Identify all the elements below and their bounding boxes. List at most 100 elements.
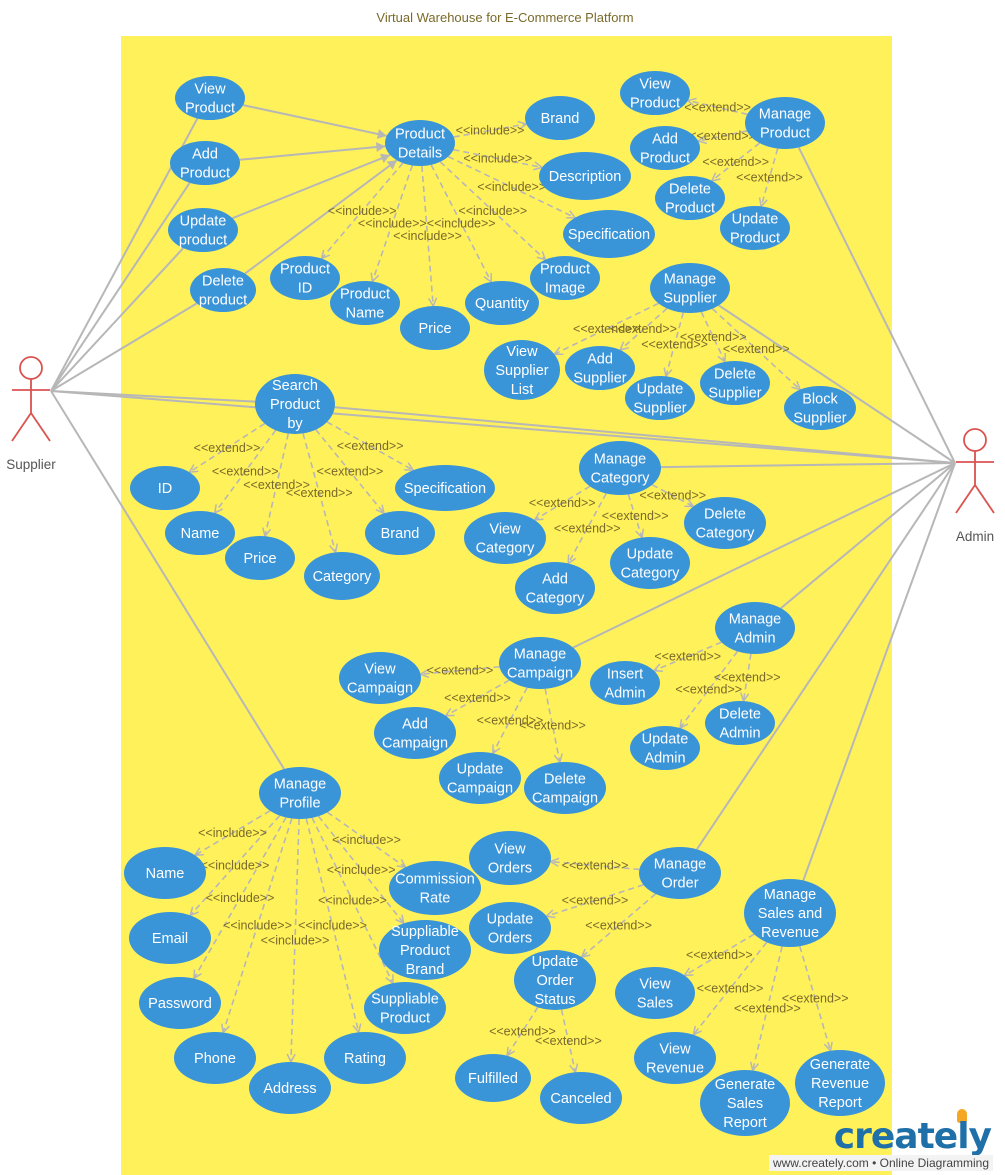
use-case-fulfilled[interactable]: Fulfilled <box>455 1054 531 1102</box>
use-case-manage-category[interactable]: Manage Category <box>579 441 661 495</box>
use-case-p-email[interactable]: Email <box>129 912 211 964</box>
use-case-label: Delete product <box>199 274 247 309</box>
relationship-arrow <box>698 130 748 141</box>
creately-url[interactable]: www.creately.com • Online Diagramming <box>768 1155 993 1171</box>
use-case-manage-profile[interactable]: Manage Profile <box>259 767 341 819</box>
relationship-label: <<include>> <box>298 919 367 933</box>
use-case-delete-admin[interactable]: Delete Admin <box>705 701 775 745</box>
use-case-update-order-status[interactable]: Update Order Status <box>514 950 596 1010</box>
use-case-a-delete-product[interactable]: Delete Product <box>655 176 725 220</box>
relationship-label: <<extend>> <box>734 1001 801 1015</box>
use-case-view-supplier-list[interactable]: View Supplier List <box>484 340 560 400</box>
use-case-product-image[interactable]: Product Image <box>530 256 600 300</box>
use-case-s-specification[interactable]: Specification <box>395 465 495 511</box>
use-case-product-id[interactable]: Product ID <box>270 256 340 300</box>
relationship-arrow <box>194 817 287 978</box>
use-case-view-product[interactable]: View Product <box>175 76 245 120</box>
use-case-quantity[interactable]: Quantity <box>465 281 539 325</box>
actor-supplier[interactable]: Supplier <box>6 356 56 472</box>
use-case-update-supplier[interactable]: Update Supplier <box>625 376 695 420</box>
use-case-label: ID <box>158 481 173 497</box>
use-case-supp-brand[interactable]: Suppliable Product Brand <box>379 920 471 980</box>
use-case-view-category[interactable]: View Category <box>464 512 546 564</box>
use-case-canceled[interactable]: Canceled <box>540 1072 622 1124</box>
use-case-shape <box>700 1070 790 1136</box>
use-case-shape <box>565 346 635 390</box>
use-case-p-rating[interactable]: Rating <box>324 1032 406 1084</box>
use-case-manage-campaign[interactable]: Manage Campaign <box>499 637 581 689</box>
use-case-manage-admin[interactable]: Manage Admin <box>715 602 795 654</box>
relationship-label: <<extend>> <box>562 859 629 873</box>
relationship-arrow <box>568 493 607 563</box>
use-case-brand[interactable]: Brand <box>525 96 595 140</box>
actor-admin[interactable]: Admin <box>955 428 995 544</box>
use-case-update-campaign[interactable]: Update Campaign <box>439 752 521 804</box>
relationship-label: <<include>> <box>318 894 387 908</box>
use-case-s-name[interactable]: Name <box>165 511 235 555</box>
use-case-insert-admin[interactable]: Insert Admin <box>590 661 660 705</box>
use-case-specification[interactable]: Specification <box>563 210 655 258</box>
use-case-manage-order[interactable]: Manage Order <box>639 847 721 899</box>
use-case-manage-product[interactable]: Manage Product <box>745 97 825 149</box>
relationship-arrow <box>190 815 281 916</box>
use-case-label: Password <box>148 996 212 1012</box>
use-case-add-campaign[interactable]: Add Campaign <box>374 707 456 759</box>
use-case-add-supplier[interactable]: Add Supplier <box>565 346 635 390</box>
relationship-label: <<extend>> <box>610 322 677 336</box>
use-case-view-orders[interactable]: View Orders <box>469 831 551 885</box>
use-case-p-name[interactable]: Name <box>124 847 206 899</box>
use-case-manage-supplier[interactable]: Manage Supplier <box>650 263 730 313</box>
use-case-p-password[interactable]: Password <box>139 977 221 1029</box>
use-case-product-name[interactable]: Product Name <box>330 281 400 325</box>
use-case-a-view-product[interactable]: View Product <box>620 71 690 115</box>
use-case-description[interactable]: Description <box>539 152 631 200</box>
relationship-label: <<extend>> <box>675 683 742 697</box>
use-case-s-id[interactable]: ID <box>130 466 200 510</box>
use-case-price[interactable]: Price <box>400 306 470 350</box>
use-case-update-category[interactable]: Update Category <box>610 537 690 589</box>
use-case-delete-supplier[interactable]: Delete Supplier <box>700 361 770 405</box>
use-case-block-supplier[interactable]: Block Supplier <box>784 386 856 430</box>
relationship-label: <<extend>> <box>686 948 753 962</box>
use-case-a-update-product[interactable]: Update Product <box>720 206 790 250</box>
use-case-view-revenue[interactable]: View Revenue <box>634 1032 716 1084</box>
use-case-view-campaign[interactable]: View Campaign <box>339 652 421 704</box>
use-case-update-product-s[interactable]: Update product <box>168 208 238 252</box>
use-case-delete-category[interactable]: Delete Category <box>684 497 766 549</box>
use-case-supp-product[interactable]: Suppliable Product <box>364 982 446 1034</box>
relationship-arrow <box>195 810 271 855</box>
use-case-shape <box>625 376 695 420</box>
use-case-update-admin[interactable]: Update Admin <box>630 726 700 770</box>
relationship-label: <<extend>> <box>554 521 621 535</box>
relationship-label: <<include>> <box>201 859 270 873</box>
relationship-label: <<include>> <box>393 229 462 243</box>
use-case-shape <box>610 537 690 589</box>
use-case-delete-campaign[interactable]: Delete Campaign <box>524 762 606 814</box>
association-line <box>660 462 956 469</box>
use-case-manage-sales[interactable]: Manage Sales and Revenue <box>744 879 836 947</box>
use-case-s-price[interactable]: Price <box>225 536 295 580</box>
use-case-s-category[interactable]: Category <box>304 552 380 600</box>
use-case-add-category[interactable]: Add Category <box>515 562 595 614</box>
use-case-p-address[interactable]: Address <box>249 1062 331 1114</box>
use-case-product-details[interactable]: Product Details <box>385 120 455 166</box>
use-case-shape <box>175 76 245 120</box>
use-case-search-product[interactable]: Search Product by <box>255 374 335 434</box>
relationship-label: <<include>> <box>332 833 401 847</box>
use-case-shape <box>720 206 790 250</box>
use-case-p-phone[interactable]: Phone <box>174 1032 256 1084</box>
use-case-label: Specification <box>568 227 650 243</box>
use-case-gen-revenue[interactable]: Generate Revenue Report <box>795 1050 885 1116</box>
use-case-delete-product-s[interactable]: Delete product <box>190 268 256 312</box>
use-case-s-brand[interactable]: Brand <box>365 511 435 555</box>
use-case-gen-sales[interactable]: Generate Sales Report <box>700 1070 790 1136</box>
association-line <box>50 390 285 770</box>
use-case-commission-rate[interactable]: Commission Rate <box>389 861 481 915</box>
use-case-label: View Campaign <box>347 662 413 697</box>
use-case-a-add-product[interactable]: Add Product <box>630 126 700 170</box>
use-case-add-product[interactable]: Add Product <box>170 141 240 185</box>
use-case-view-sales[interactable]: View Sales <box>615 967 695 1019</box>
association-line <box>718 304 956 464</box>
use-case-update-orders[interactable]: Update Orders <box>469 902 551 954</box>
relationship-arrow <box>302 433 336 552</box>
